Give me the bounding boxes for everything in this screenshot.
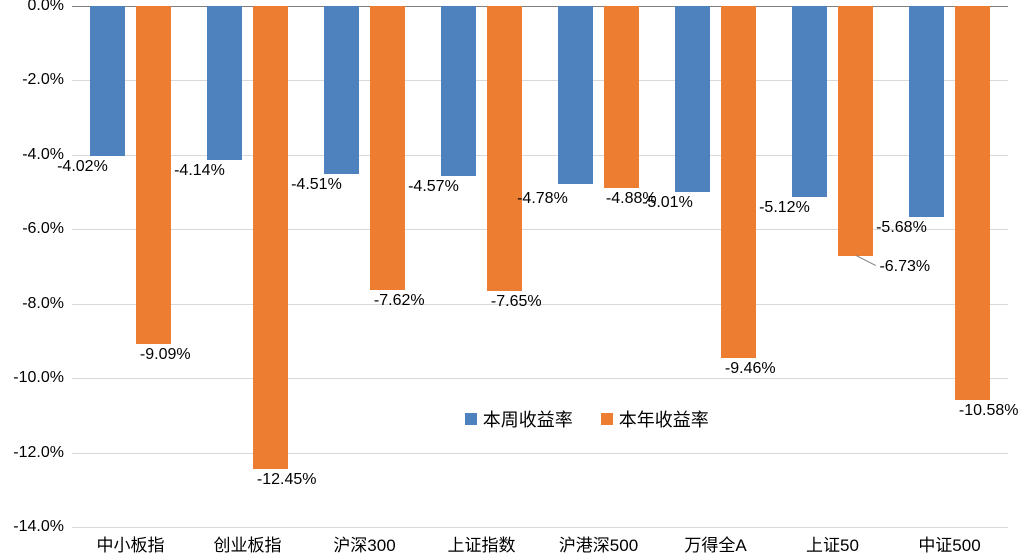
bar: [441, 6, 476, 176]
legend-swatch: [601, 413, 613, 425]
legend-item: 本周收益率: [465, 406, 573, 432]
data-label: -5.12%: [759, 199, 810, 217]
leader-line: [856, 256, 876, 267]
y-tick-label: -10.0%: [0, 369, 64, 387]
data-label: -5.01%: [642, 194, 693, 212]
category-label: 中证500: [891, 531, 1008, 556]
y-tick-label: 0.0%: [0, 0, 64, 15]
bar: [136, 6, 171, 344]
data-label: -12.45%: [257, 471, 317, 489]
bar: [487, 6, 522, 291]
category-label: 沪深300: [306, 531, 423, 556]
category-label: 中小板指: [72, 531, 189, 556]
legend: 本周收益率 本年收益率: [465, 406, 709, 432]
bar: [838, 6, 873, 256]
legend-label: 本周收益率: [483, 406, 573, 432]
bar: [675, 6, 710, 192]
legend-item: 本年收益率: [601, 406, 709, 432]
data-label: -9.09%: [140, 346, 191, 364]
bar: [792, 6, 827, 197]
returns-bar-chart: 0.0% -2.0% -4.0% -6.0% -8.0% -10.0% -12.0% -14.…: [0, 0, 1020, 557]
bar: [90, 6, 125, 156]
category-label: 创业板指: [189, 531, 306, 556]
y-tick-label: -2.0%: [0, 71, 64, 89]
bar: [558, 6, 593, 184]
bar: [721, 6, 756, 358]
category-label: 上证指数: [423, 531, 540, 556]
legend-swatch: [465, 413, 477, 425]
data-label: -4.78%: [517, 190, 568, 208]
data-label: -10.58%: [959, 402, 1019, 420]
y-tick-label: -12.0%: [0, 444, 64, 462]
category-label: 上证50: [774, 531, 891, 556]
data-label: -7.65%: [491, 293, 542, 311]
legend-label: 本年收益率: [619, 406, 709, 432]
bar: [604, 6, 639, 188]
y-tick-label: -4.0%: [0, 146, 64, 164]
data-label: -4.02%: [57, 158, 108, 176]
bar: [955, 6, 990, 400]
bar: [207, 6, 242, 160]
category-label: 沪港深500: [540, 531, 657, 556]
bar: [370, 6, 405, 290]
bar: [909, 6, 944, 217]
category-label: 万得全A: [657, 531, 774, 556]
data-label: -4.57%: [408, 178, 459, 196]
y-tick-label: -8.0%: [0, 295, 64, 313]
data-label: -4.51%: [291, 176, 342, 194]
bar: [324, 6, 359, 174]
gridline: [72, 378, 1008, 379]
data-label: -5.68%: [876, 219, 927, 237]
data-label: -9.46%: [725, 360, 776, 378]
y-tick-label: -14.0%: [0, 518, 64, 536]
bar: [253, 6, 288, 469]
data-label: -6.73%: [879, 258, 930, 276]
data-label: -4.14%: [174, 162, 225, 180]
data-label: -7.62%: [374, 292, 425, 310]
gridline: [72, 453, 1008, 454]
y-tick-label: -6.0%: [0, 220, 64, 238]
gridline: [72, 527, 1008, 528]
